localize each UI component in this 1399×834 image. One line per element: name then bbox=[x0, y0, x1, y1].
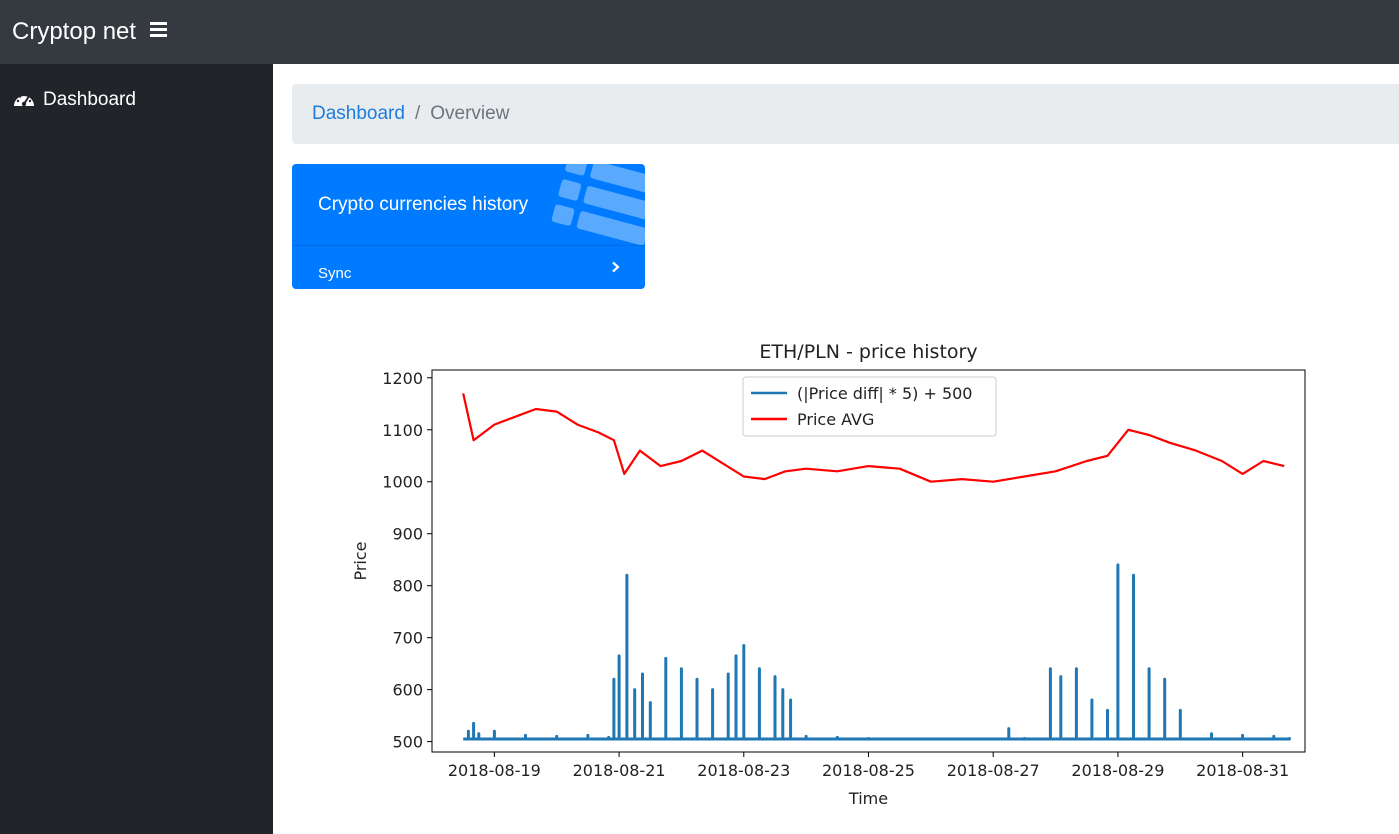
x-tick-label: 2018-08-27 bbox=[947, 761, 1040, 780]
series-price-diff-line bbox=[463, 563, 1291, 741]
list-icon bbox=[551, 164, 645, 245]
y-tick-label: 500 bbox=[392, 733, 423, 752]
card-title: Crypto currencies history bbox=[318, 194, 529, 215]
y-tick-label: 900 bbox=[392, 525, 423, 544]
y-tick-label: 800 bbox=[392, 577, 423, 596]
crypto-history-card: Crypto currencies history Sync bbox=[292, 164, 645, 289]
sidebar-item-label: Dashboard bbox=[43, 89, 136, 110]
sidebar: Dashboard bbox=[0, 64, 273, 834]
legend-entry: Price AVG bbox=[797, 410, 874, 429]
x-tick-label: 2018-08-31 bbox=[1196, 761, 1289, 780]
y-tick-label: 1100 bbox=[382, 421, 423, 440]
chart-legend bbox=[742, 376, 997, 437]
y-tick-label: 1000 bbox=[382, 473, 423, 492]
breadcrumb-current: Overview bbox=[430, 103, 510, 124]
card-body: Crypto currencies history bbox=[292, 164, 645, 245]
chart-title: ETH/PLN - price history bbox=[759, 341, 977, 363]
sync-link[interactable]: Sync bbox=[292, 245, 645, 289]
hamburger-icon[interactable] bbox=[150, 21, 168, 37]
dashboard-gauge-icon bbox=[14, 93, 34, 107]
x-tick-label: 2018-08-25 bbox=[822, 761, 915, 780]
top-navbar: Cryptop net bbox=[0, 0, 1399, 64]
x-tick-label: 2018-08-23 bbox=[697, 761, 790, 780]
breadcrumb-separator: / bbox=[414, 103, 421, 124]
x-tick-label: 2018-08-29 bbox=[1071, 761, 1164, 780]
y-axis-label: Price bbox=[351, 541, 370, 580]
breadcrumb: Dashboard / Overview bbox=[292, 84, 1399, 144]
x-axis-label: Time bbox=[848, 789, 888, 808]
breadcrumb-link-dashboard[interactable]: Dashboard bbox=[312, 103, 405, 124]
sidebar-item-dashboard[interactable]: Dashboard bbox=[0, 64, 273, 136]
y-tick-label: 600 bbox=[392, 681, 423, 700]
legend-entry: (|Price diff| * 5) + 500 bbox=[797, 384, 972, 403]
price-history-chart: ETH/PLN - price history 500 600 700 800 900 10… bbox=[351, 341, 1306, 808]
y-tick-label: 700 bbox=[392, 629, 423, 648]
sync-label: Sync bbox=[318, 265, 352, 282]
series-price-avg-line bbox=[462, 393, 1285, 483]
y-tick-label: 1200 bbox=[382, 369, 423, 388]
chevron-right-icon bbox=[612, 261, 620, 273]
brand-title[interactable]: Cryptop net bbox=[12, 18, 137, 45]
x-tick-label: 2018-08-19 bbox=[448, 761, 541, 780]
x-tick-label: 2018-08-21 bbox=[573, 761, 666, 780]
